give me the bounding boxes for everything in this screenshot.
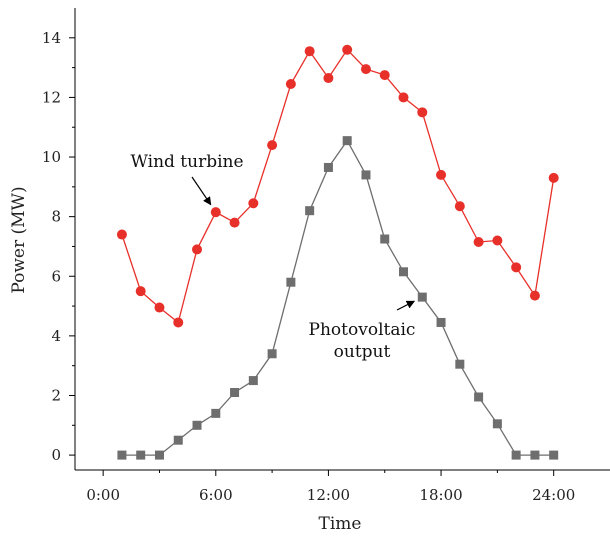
y-tick-label: 10 (42, 148, 61, 166)
series-line-wind-turbine (121, 48, 555, 324)
y-tick-label: 2 (51, 386, 61, 404)
data-point-photovoltaic-output (492, 419, 502, 429)
data-point-photovoltaic-output (173, 435, 183, 445)
data-point-wind-turbine (454, 201, 465, 212)
data-point-photovoltaic-output (380, 234, 390, 244)
data-point-wind-turbine (229, 217, 240, 228)
data-point-photovoltaic-output (305, 206, 315, 216)
x-tick-label: 24:00 (532, 486, 575, 504)
data-point-photovoltaic-output (417, 292, 427, 302)
data-point-photovoltaic-output (154, 450, 164, 460)
data-point-photovoltaic-output (286, 277, 296, 287)
data-point-wind-turbine (173, 317, 184, 328)
data-point-wind-turbine (379, 70, 390, 81)
annotation-arrow (396, 300, 416, 311)
y-tick-label: 8 (51, 208, 61, 226)
data-point-wind-turbine (360, 64, 371, 75)
data-point-photovoltaic-output (511, 450, 521, 460)
data-point-wind-turbine (492, 235, 503, 246)
y-tick-label: 6 (51, 267, 61, 285)
data-point-wind-turbine (511, 262, 522, 273)
data-point-wind-turbine (116, 229, 127, 240)
data-point-photovoltaic-output (211, 408, 221, 418)
data-point-photovoltaic-output (248, 376, 258, 386)
data-point-wind-turbine (529, 290, 540, 301)
data-point-photovoltaic-output (230, 388, 240, 398)
data-point-wind-turbine (267, 140, 278, 151)
data-point-wind-turbine (285, 79, 296, 90)
data-point-photovoltaic-output (436, 317, 446, 327)
data-point-photovoltaic-output (399, 267, 409, 277)
data-point-photovoltaic-output (323, 162, 333, 172)
x-tick-label: 12:00 (307, 486, 350, 504)
data-point-wind-turbine (210, 207, 221, 218)
x-tick-label: 0:00 (86, 486, 120, 504)
data-point-wind-turbine (154, 302, 165, 313)
series-layer (116, 44, 559, 460)
data-point-wind-turbine (473, 236, 484, 247)
y-tick-label: 0 (51, 446, 61, 464)
y-tick-label: 14 (42, 29, 61, 47)
data-point-wind-turbine (304, 46, 315, 57)
axes-layer (74, 8, 610, 471)
data-point-photovoltaic-output (136, 450, 146, 460)
data-point-wind-turbine (398, 92, 409, 103)
data-point-photovoltaic-output (530, 450, 540, 460)
annotation-arrow (191, 176, 212, 206)
annotation-label: output (334, 342, 391, 362)
y-tick-label: 4 (51, 327, 61, 345)
x-tick-label: 18:00 (419, 486, 462, 504)
data-point-photovoltaic-output (474, 392, 484, 402)
data-point-wind-turbine (192, 244, 203, 255)
y-tick-label: 12 (42, 88, 61, 106)
annotation-label: Photovoltaic (309, 320, 416, 340)
data-point-photovoltaic-output (267, 349, 277, 359)
annotation-label: Wind turbine (130, 152, 243, 172)
data-point-photovoltaic-output (455, 359, 465, 369)
x-tick-label: 6:00 (199, 486, 233, 504)
series-wind-turbine (116, 44, 559, 328)
data-point-photovoltaic-output (192, 420, 202, 430)
series-line-photovoltaic-output (121, 139, 554, 456)
data-point-wind-turbine (436, 169, 447, 180)
x-axis-title: Time (319, 514, 362, 534)
data-point-wind-turbine (417, 107, 428, 118)
series-photovoltaic-output (117, 136, 559, 460)
y-axis-title: Power (MW) (9, 186, 29, 293)
data-point-wind-turbine (342, 44, 353, 55)
data-point-wind-turbine (323, 73, 334, 84)
data-point-photovoltaic-output (117, 450, 127, 460)
data-point-photovoltaic-output (361, 170, 371, 180)
ticks-layer: 0 2 4 6 8 10 12 14 0:00 6:00 12:00 18:00 24:00 (42, 29, 575, 504)
data-point-photovoltaic-output (342, 136, 352, 146)
data-point-photovoltaic-output (549, 450, 559, 460)
data-point-wind-turbine (135, 286, 146, 297)
data-point-wind-turbine (248, 198, 259, 209)
data-point-wind-turbine (548, 172, 559, 183)
